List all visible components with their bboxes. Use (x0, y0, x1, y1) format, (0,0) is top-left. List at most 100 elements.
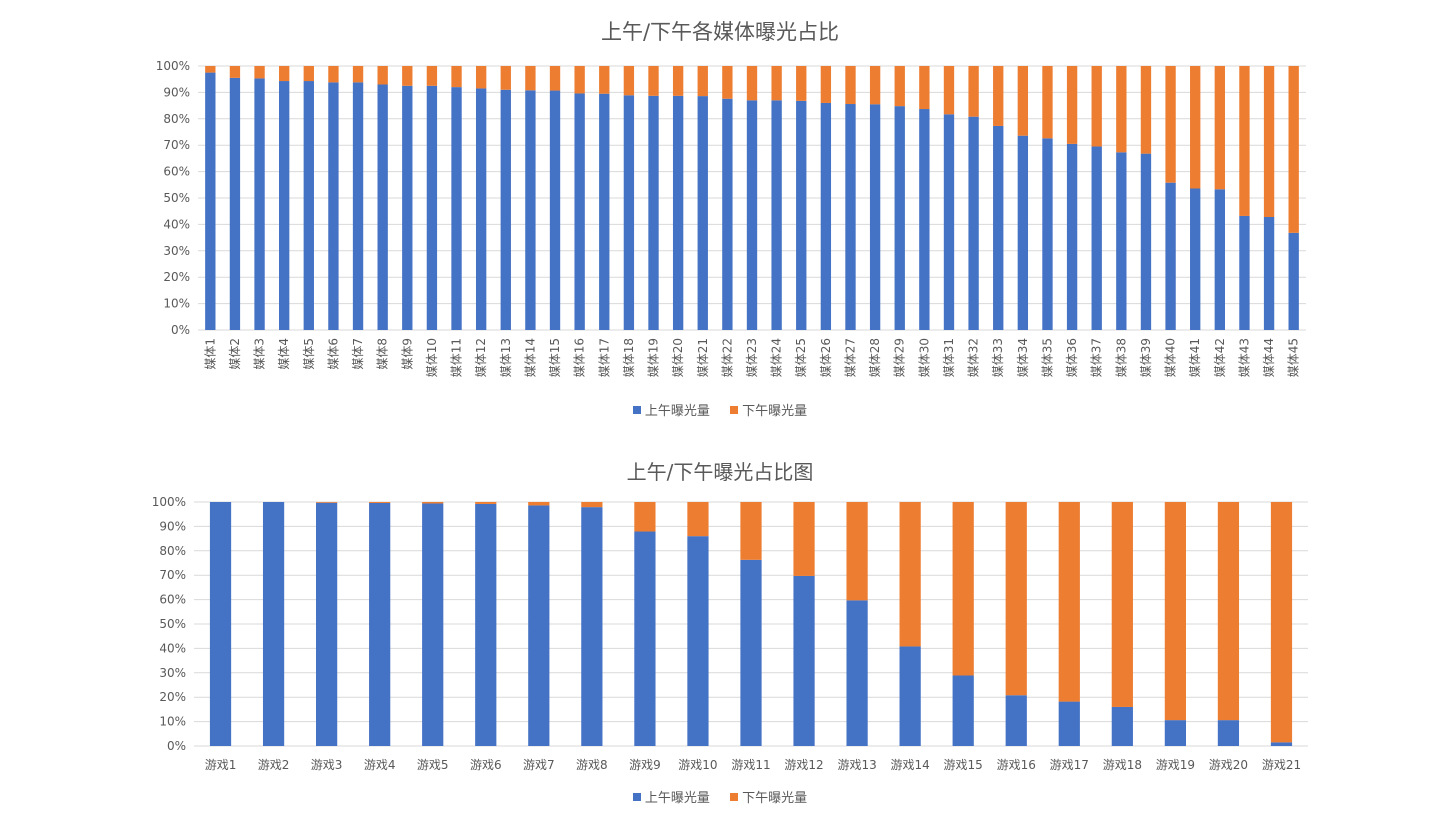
x-tick-label: 游戏5 (417, 758, 449, 772)
y-tick-label: 30% (159, 666, 186, 680)
bar-segment-afternoon (254, 66, 265, 79)
bar-segment-morning (549, 90, 561, 330)
x-tick-label: 媒体36 (1065, 338, 1079, 377)
bar-segment-afternoon (574, 66, 585, 94)
bar-segment-afternoon (943, 66, 955, 115)
bar-segment-afternoon (634, 502, 656, 532)
bar-segment-afternoon (205, 66, 216, 73)
x-tick-label: 游戏14 (891, 758, 930, 772)
bar-segment-morning (369, 502, 391, 746)
x-tick-label: 游戏7 (523, 758, 555, 772)
x-tick-label: 媒体2 (228, 338, 242, 370)
bar-segment-morning (1116, 152, 1127, 330)
bar-segment-morning (1066, 143, 1078, 330)
legend-label-afternoon: 下午曝光量 (742, 404, 808, 419)
x-tick-label: 媒体23 (745, 338, 759, 377)
bar-segment-morning (352, 82, 364, 330)
legend-swatch-afternoon (730, 406, 739, 414)
bar-segment-afternoon (1288, 66, 1299, 233)
x-tick-label: 媒体28 (868, 338, 882, 377)
bar-segment-morning (793, 575, 815, 746)
y-tick-label: 60% (159, 593, 186, 607)
legend-swatch-afternoon (730, 793, 739, 801)
legend-item-morning: 上午曝光量 (632, 787, 710, 806)
x-tick-label: 媒体29 (893, 338, 907, 377)
bar-segment-afternoon (1116, 66, 1127, 153)
bar-segment-morning (1270, 742, 1293, 746)
legend-label-morning: 上午曝光量 (644, 404, 710, 419)
bar-segment-morning (1005, 695, 1027, 746)
bar-segment-morning (475, 88, 487, 330)
bar-segment-morning (1042, 138, 1053, 330)
bar-segment-morning (968, 116, 979, 330)
bar-segment-morning (796, 100, 807, 331)
bar-segment-afternoon (1042, 66, 1053, 139)
media-exposure-chart: 上午/下午各媒体曝光占比 0% 10% 20% 30% 40% 50% 60% 70% 80% 9… (0, 20, 1440, 419)
bar-segment-afternoon (1140, 66, 1152, 154)
bar-segment-morning (229, 77, 241, 330)
y-tick-label: 80% (159, 544, 186, 558)
bar-segment-afternoon (672, 66, 684, 96)
bar-segment-afternoon (549, 66, 561, 91)
bar-segment-afternoon (1217, 502, 1240, 721)
x-tick-label: 媒体9 (400, 338, 414, 370)
bar-segment-morning (205, 72, 216, 330)
y-tick-label: 100% (156, 59, 190, 73)
bar-segment-morning (316, 502, 338, 746)
bar-segment-morning (634, 531, 656, 746)
bar-segment-afternoon (426, 66, 438, 86)
y-tick-label: 40% (163, 217, 190, 231)
media-exposure-plot: 0% 10% 20% 30% 40% 50% 60% 70% 80% 90% 100% 媒体1 媒体2 媒… (156, 59, 1306, 377)
x-tick-label: 媒体5 (302, 338, 316, 370)
x-tick-label: 媒体39 (1139, 338, 1153, 377)
bar-segment-afternoon (1239, 66, 1250, 216)
x-tick-label: 媒体20 (671, 338, 685, 377)
bar-segment-morning (846, 600, 868, 746)
y-tick-label: 90% (159, 519, 186, 533)
x-tick-label: 游戏2 (258, 758, 290, 772)
bar-segment-afternoon (648, 66, 659, 96)
bar-segment-morning (581, 507, 603, 746)
bar-segment-morning (648, 95, 659, 330)
bar-segment-morning (899, 646, 921, 746)
x-tick-label: 媒体13 (499, 338, 513, 377)
x-tick-label: 媒体6 (326, 338, 340, 370)
x-tick-label: 媒体35 (1040, 338, 1054, 377)
bar-segment-morning (1288, 232, 1299, 330)
bar-segment-morning (303, 81, 314, 330)
y-tick-label: 100% (152, 495, 186, 509)
legend-item-morning: 上午曝光量 (632, 400, 710, 419)
y-tick-label: 60% (163, 165, 190, 179)
bar-segment-afternoon (919, 66, 930, 110)
bar-segment-afternoon (475, 502, 497, 504)
bar-segment-afternoon (869, 66, 881, 105)
x-tick-label: 游戏20 (1209, 758, 1248, 772)
x-tick-label: 媒体12 (474, 338, 488, 377)
x-tick-label: 媒体41 (1188, 338, 1202, 377)
bar-segment-morning (426, 85, 438, 330)
y-tick-label: 20% (163, 270, 190, 284)
bar-segment-afternoon (328, 66, 339, 83)
bar-segment-afternoon (771, 66, 782, 101)
x-tick-label: 游戏10 (678, 758, 717, 772)
chart-legend: 上午曝光量 下午曝光量 (0, 400, 1440, 419)
bar-segment-afternoon (846, 502, 868, 601)
x-tick-label: 媒体34 (1016, 338, 1030, 377)
bar-segment-morning (993, 125, 1004, 330)
x-tick-label: 媒体3 (253, 338, 267, 370)
bar-segment-afternoon (1190, 66, 1201, 189)
x-tick-label: 媒体16 (573, 338, 587, 377)
bar-segment-morning (1140, 153, 1152, 330)
bar-segment-afternoon (722, 66, 733, 99)
bar-segment-morning (623, 95, 635, 330)
y-tick-label: 10% (159, 715, 186, 729)
x-tick-label: 媒体37 (1090, 338, 1104, 377)
x-tick-label: 游戏21 (1262, 758, 1301, 772)
bar-segment-morning (500, 89, 511, 330)
y-tick-label: 20% (159, 690, 186, 704)
bar-segment-afternoon (1005, 502, 1027, 696)
x-tick-label: 媒体25 (794, 338, 808, 377)
bar-segment-afternoon (316, 502, 338, 503)
x-tick-label: 媒体24 (770, 338, 784, 377)
chart-title: 上午/下午曝光占比图 (626, 460, 814, 484)
